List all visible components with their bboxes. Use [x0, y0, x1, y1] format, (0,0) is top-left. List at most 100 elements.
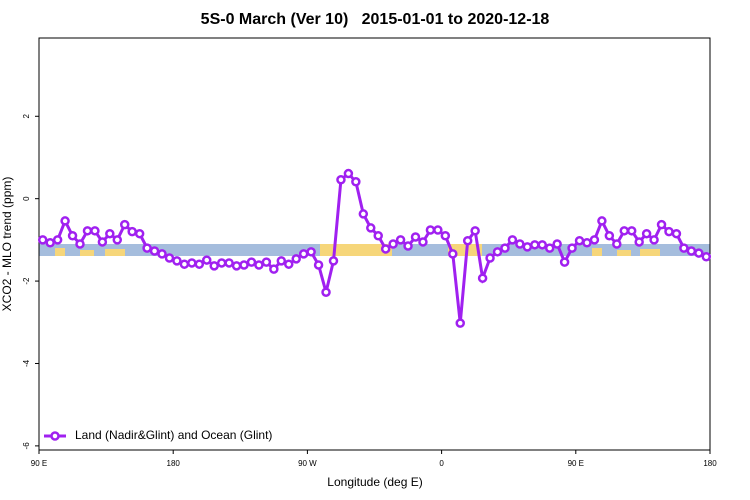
legend-marker — [50, 431, 60, 441]
data-point — [328, 256, 339, 266]
data-point — [313, 260, 324, 270]
data-point — [202, 255, 212, 265]
data-point — [60, 216, 70, 226]
data-point — [276, 256, 287, 266]
data-point — [410, 232, 421, 242]
data-point — [522, 242, 533, 252]
data-point — [209, 261, 219, 271]
data-point — [142, 243, 152, 253]
data-point — [395, 235, 406, 245]
data-point — [321, 287, 331, 297]
data-point — [597, 216, 607, 226]
data-point — [671, 228, 682, 239]
data-point — [164, 253, 175, 263]
data-point — [112, 235, 123, 245]
y-tick-label: -2 — [22, 277, 31, 285]
land-patch — [640, 249, 660, 256]
data-point — [552, 239, 562, 249]
data-point — [485, 253, 495, 263]
land-patch — [617, 250, 631, 256]
data-point — [37, 235, 48, 245]
data-point — [366, 223, 376, 233]
data-point — [612, 239, 622, 249]
data-point — [462, 235, 473, 246]
x-tick-label: 180 — [167, 459, 181, 468]
data-point — [507, 235, 518, 245]
data-point — [492, 247, 503, 257]
legend-label: Land (Nadir&Glint) and Ocean (Glint) — [75, 428, 272, 442]
data-point — [589, 235, 600, 245]
data-point — [664, 226, 674, 237]
plot-frame — [38, 37, 711, 451]
land-patch — [320, 244, 392, 256]
data-point — [336, 174, 346, 185]
data-point — [343, 168, 354, 179]
data-point — [701, 252, 712, 262]
data-point — [216, 258, 227, 268]
land-patch — [55, 248, 65, 256]
data-point — [649, 235, 659, 245]
land-patch — [80, 250, 94, 256]
data-point — [127, 226, 137, 237]
data-point — [530, 240, 540, 250]
x-tick-label: 90 E — [31, 459, 47, 468]
data-point — [425, 225, 436, 235]
data-point — [380, 244, 391, 254]
data-point — [75, 239, 85, 249]
data-point — [679, 243, 689, 253]
data-point — [433, 225, 443, 235]
data-point — [373, 231, 383, 241]
data-point — [187, 258, 197, 268]
y-tick-label: 2 — [22, 114, 31, 119]
data-point — [351, 177, 361, 187]
data-point — [619, 226, 630, 236]
data-point — [105, 228, 115, 239]
data-point — [239, 260, 249, 270]
x-tick-label: 90 E — [568, 459, 584, 468]
data-point — [194, 259, 205, 269]
data-point — [254, 260, 264, 270]
land-patch — [592, 248, 602, 256]
data-point — [172, 256, 182, 266]
data-point — [157, 249, 167, 259]
land-patch — [105, 249, 125, 256]
data-point — [626, 226, 637, 236]
data-point — [582, 238, 592, 248]
data-point — [448, 249, 458, 259]
y-tick-label: -6 — [22, 442, 31, 450]
y-tick-label: -4 — [22, 359, 31, 367]
data-point — [224, 258, 234, 268]
data-point — [418, 237, 428, 247]
data-point — [403, 241, 413, 251]
x-tick-label: 90 W — [298, 459, 317, 468]
data-point — [291, 254, 301, 264]
data-point — [231, 261, 242, 271]
data-point — [119, 219, 130, 230]
data-point — [82, 226, 93, 236]
data-point — [574, 235, 585, 246]
data-point — [149, 246, 160, 256]
data-point — [134, 228, 145, 239]
data-point — [52, 235, 63, 245]
chart-title: 5S-0 March (Ver 10) 2015-01-01 to 2020-1… — [201, 11, 550, 28]
data-point — [269, 264, 279, 274]
data-point — [455, 318, 465, 328]
data-point — [686, 246, 697, 256]
data-point — [440, 231, 451, 241]
data-point — [298, 249, 309, 259]
data-point — [388, 239, 398, 249]
data-point — [284, 259, 294, 269]
data-point — [97, 237, 108, 247]
y-axis-label: XCO2 - MLO trend (ppm) — [0, 177, 14, 312]
x-axis-label: Longitude (deg E) — [327, 475, 422, 489]
data-point — [656, 219, 667, 230]
data-point — [470, 226, 480, 236]
data-point — [246, 257, 257, 267]
data-point — [358, 209, 369, 219]
data-point — [500, 243, 510, 253]
surface-band — [39, 244, 710, 256]
data-point — [261, 257, 272, 267]
data-point — [45, 238, 55, 248]
y-tick-label: 0 — [22, 196, 31, 201]
